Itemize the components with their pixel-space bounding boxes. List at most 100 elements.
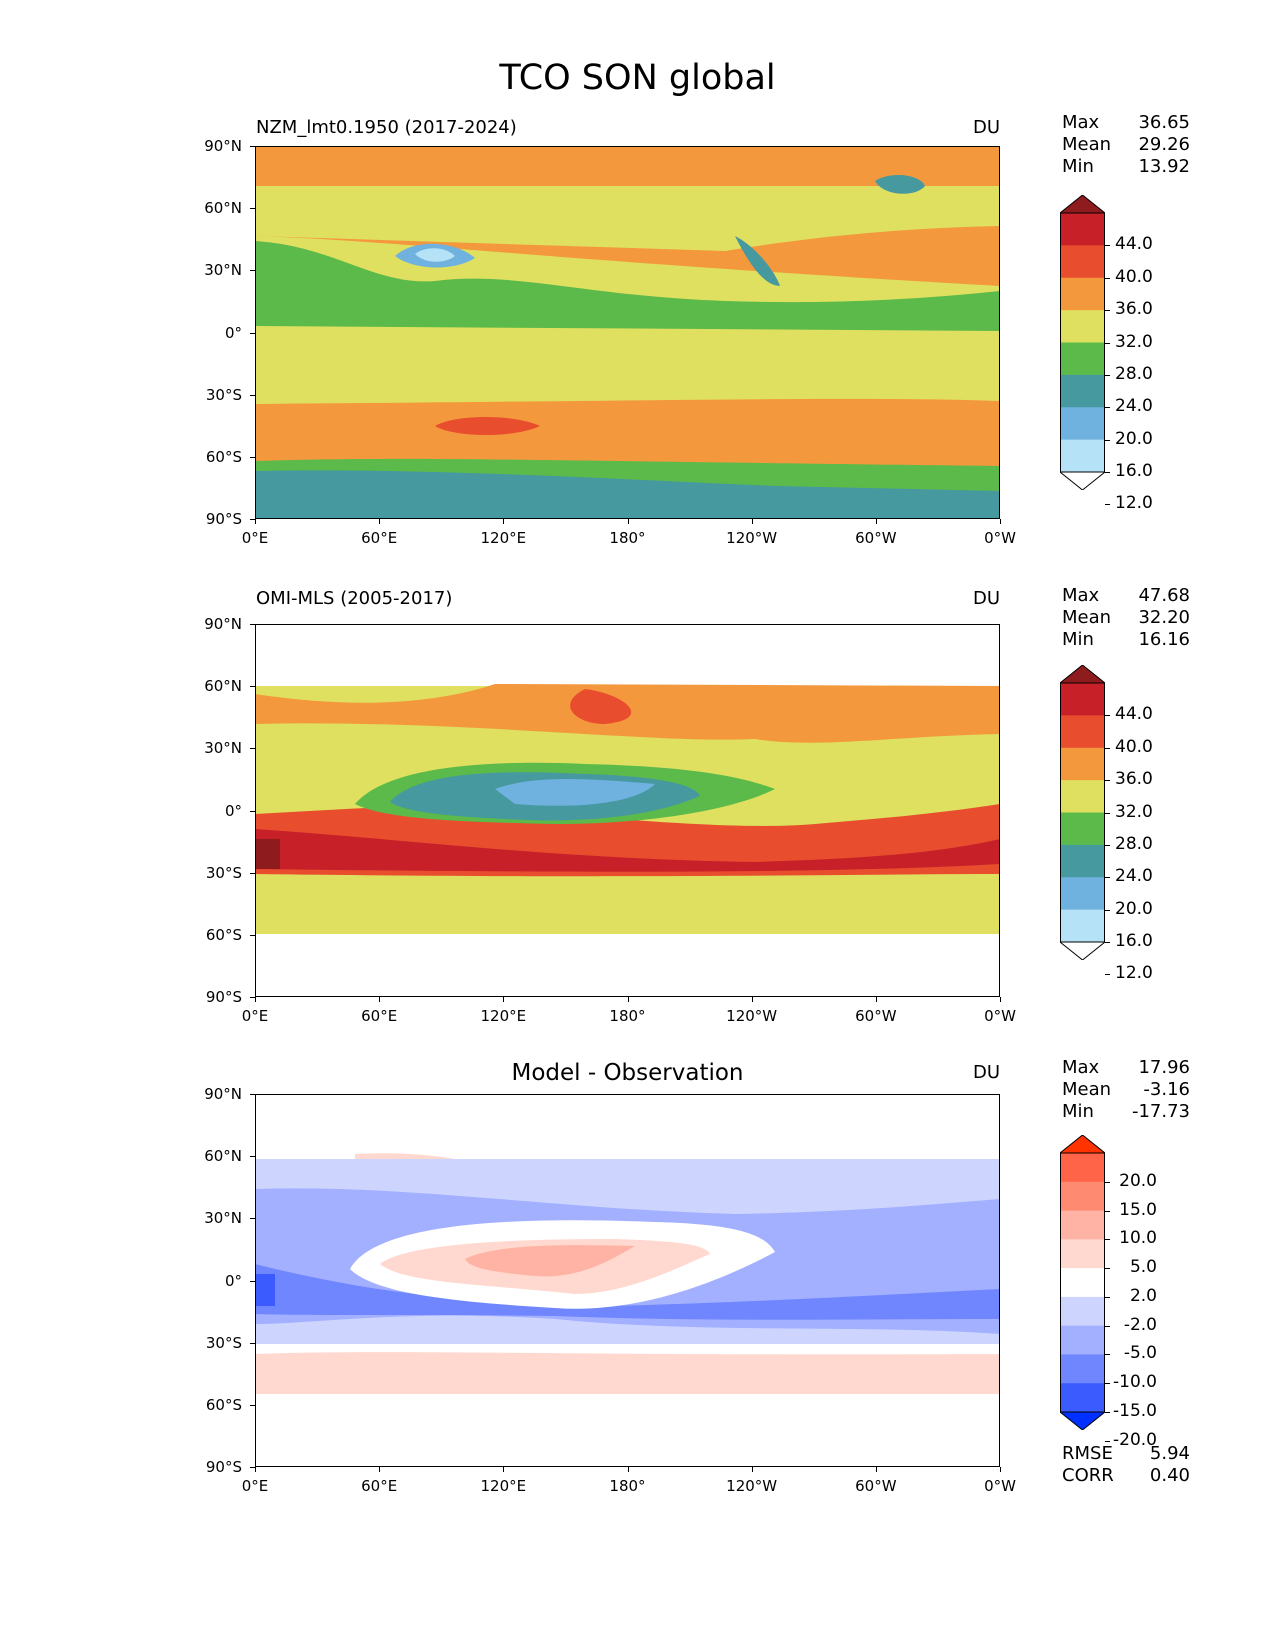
lon-tick-label: 120°E	[480, 1007, 527, 1025]
lon-tick	[751, 997, 753, 1002]
colorbar-tick	[1105, 439, 1110, 441]
stat-value: 17.96	[1138, 1057, 1190, 1078]
colorbar-tick	[1105, 1181, 1110, 1183]
field-tibet-min	[415, 248, 455, 262]
colorbar-segment	[1060, 407, 1105, 441]
lat-tick	[250, 810, 255, 812]
colorbar-tick	[1105, 715, 1110, 717]
lon-tick	[255, 519, 256, 524]
colorbar-segment	[1060, 715, 1105, 749]
colorbar	[1060, 195, 1105, 490]
panel-title: Model - Observation	[511, 1060, 744, 1086]
colorbar-tick	[1105, 245, 1110, 247]
colorbar-level-label: -20.0	[1113, 1429, 1157, 1450]
colorbar-border	[1060, 1152, 1105, 1413]
colorbar	[1060, 1135, 1105, 1430]
lat-tick	[250, 456, 255, 458]
lon-tick	[379, 1467, 381, 1472]
map-model-tco	[255, 146, 1000, 519]
colorbar-tick	[1105, 472, 1110, 473]
stat-value: -3.16	[1143, 1079, 1190, 1100]
colorbar-tick	[1105, 1296, 1110, 1298]
lat-tick	[250, 1342, 255, 1344]
colorbar-level-label: 28.0	[1115, 833, 1153, 854]
lat-tick-label: 60°S	[205, 925, 242, 944]
stat-value: 16.16	[1138, 629, 1190, 650]
colorbar-level-label: 40.0	[1115, 266, 1153, 287]
lon-tick	[503, 997, 505, 1002]
lat-tick	[250, 1156, 255, 1158]
metric-name: CORR	[1062, 1465, 1114, 1486]
colorbar-tick	[1105, 1383, 1110, 1385]
colorbar-tick	[1105, 909, 1110, 911]
stat-name: Max	[1062, 112, 1100, 133]
lon-tick-label: 180°	[609, 529, 646, 547]
colorbar-level-label: 12.0	[1115, 963, 1153, 984]
colorbar-border	[1060, 682, 1105, 943]
lon-tick	[875, 997, 877, 1002]
lat-tick-label: 0°	[224, 801, 242, 820]
colorbar-tick	[1105, 342, 1110, 344]
stat-value: 36.65	[1138, 112, 1190, 133]
colorbar-segment	[1060, 245, 1105, 279]
colorbar-segment	[1060, 877, 1105, 911]
field-south-atlantic-max	[255, 839, 280, 869]
colorbar-tick	[1105, 942, 1110, 943]
colorbar-tick	[1105, 504, 1110, 506]
stat-name: Mean	[1062, 1079, 1112, 1100]
lon-tick	[875, 1467, 877, 1472]
metric-name: RMSE	[1062, 1443, 1113, 1464]
colorbar-segment	[1060, 1239, 1105, 1269]
stats-box: Max 36.65 Mean 29.26 Min 13.92	[1062, 112, 1190, 178]
lon-tick-label: 60°W	[855, 1007, 897, 1025]
lat-tick	[250, 1094, 255, 1095]
metrics-box: RMSE 5.94 CORR 0.40	[1062, 1443, 1190, 1487]
lat-tick-label: 30°S	[205, 863, 242, 882]
field-band-south-28-32	[255, 326, 1000, 404]
colorbar-bottom-arrow	[1060, 941, 1105, 960]
colorbar-level-label: 15.0	[1119, 1199, 1157, 1220]
lon-tick-label: 180°	[609, 1477, 646, 1495]
lat-tick-label: 60°N	[204, 1147, 242, 1166]
colorbar-level-label: 28.0	[1115, 363, 1153, 384]
colorbar-segment	[1060, 342, 1105, 376]
lat-tick	[250, 394, 255, 396]
colorbar-level-label: -2.0	[1123, 1314, 1157, 1335]
lat-tick-label: 30°N	[204, 1209, 242, 1228]
lat-tick-label: 0°	[224, 323, 242, 342]
colorbar-tick	[1105, 1412, 1110, 1413]
lon-tick-label: 60°E	[361, 1007, 398, 1025]
lat-tick	[250, 1404, 255, 1406]
colorbar-level-label: 16.0	[1115, 461, 1153, 481]
colorbar-tick	[1105, 277, 1110, 279]
stat-name: Mean	[1062, 134, 1112, 155]
lon-tick	[1000, 519, 1001, 524]
field-rockies-low	[735, 236, 780, 286]
colorbar-tick	[1105, 407, 1110, 409]
colorbar	[1060, 665, 1105, 960]
lat-tick	[250, 519, 255, 520]
lon-tick-label: 180°	[609, 1007, 646, 1025]
colorbar-level-label: 32.0	[1115, 331, 1153, 352]
lat-tick	[250, 332, 255, 334]
panel-title: OMI-MLS (2005-2017)	[256, 588, 453, 609]
stats-box: Max 47.68 Mean 32.20 Min 16.16	[1062, 585, 1190, 651]
colorbar-segment	[1060, 1181, 1105, 1212]
lat-tick	[250, 624, 255, 625]
colorbar-level-label: 12.0	[1115, 493, 1153, 514]
colorbar-segment	[1060, 310, 1105, 343]
map-difference	[255, 1094, 1000, 1467]
panel-model: NZM_lmt0.1950 (2017-2024) DU Max 36.65 Me…	[0, 0, 1275, 519]
lon-tick-label: 120°W	[726, 1477, 778, 1495]
field-southern-ocean-max	[435, 417, 540, 435]
colorbar-segment	[1060, 213, 1105, 246]
stat-name: Min	[1062, 156, 1094, 177]
lon-tick	[1000, 1467, 1001, 1472]
field-greenland-low	[875, 174, 925, 194]
colorbar-bottom-arrow	[1060, 471, 1105, 490]
colorbar-level-label: 20.0	[1115, 898, 1153, 919]
stat-name: Min	[1062, 629, 1094, 650]
lon-tick	[751, 519, 753, 524]
lon-tick	[503, 1467, 505, 1472]
colorbar-tick	[1105, 1210, 1110, 1212]
